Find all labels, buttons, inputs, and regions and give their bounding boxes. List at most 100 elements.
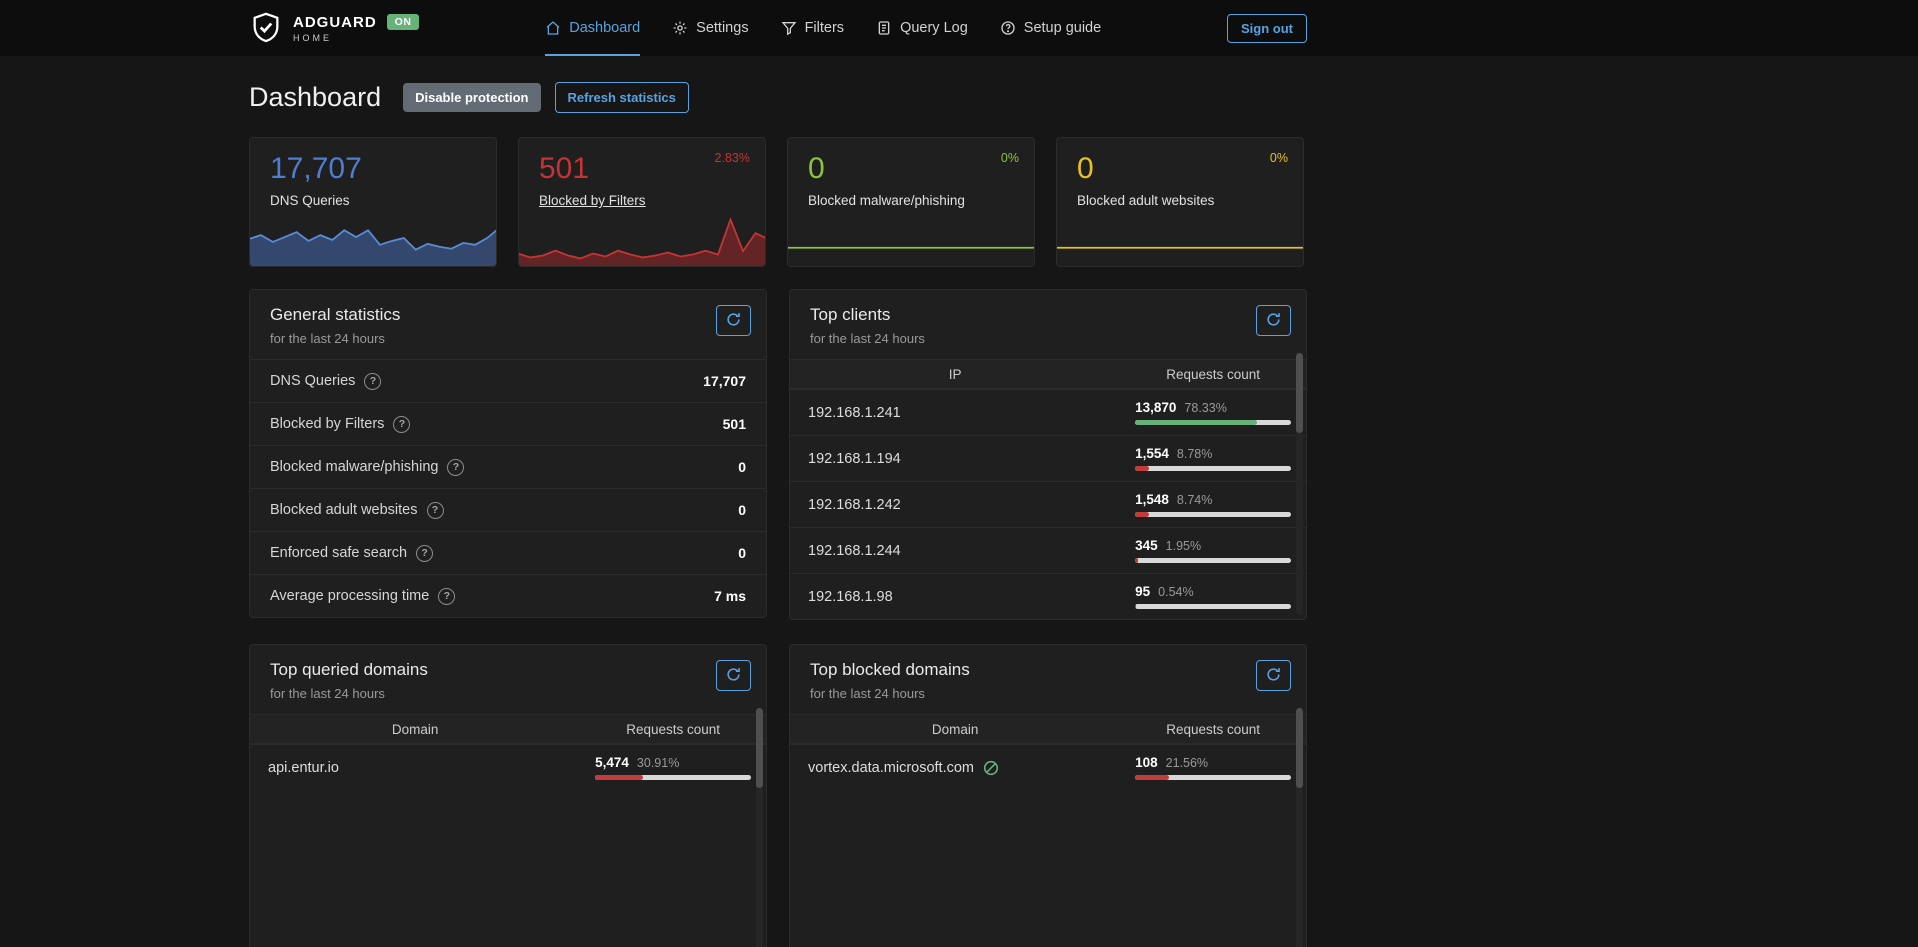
table-row: vortex.data.microsoft.com 108 21.56% (790, 744, 1306, 790)
funnel-icon (781, 20, 797, 36)
nav-dashboard[interactable]: Dashboard (545, 0, 641, 56)
stat-row-blocked-malware: Blocked malware/phishing? 0 (250, 445, 766, 488)
help-icon[interactable]: ? (416, 544, 434, 562)
nav-settings[interactable]: Settings (672, 0, 749, 56)
progress-bar (1135, 420, 1292, 425)
row-label: DNS Queries (270, 373, 356, 389)
row-label: Blocked adult websites (270, 502, 418, 518)
page-title: Dashboard (249, 82, 382, 112)
stat-percent: 0% (1000, 151, 1019, 165)
nav-label: Setup guide (1023, 20, 1102, 36)
panel-subtitle: for the last 24 hours (270, 686, 385, 701)
progress-bar (1135, 604, 1292, 609)
client-ip: 192.168.1.241 (808, 404, 901, 421)
progress-bar (1135, 558, 1292, 563)
stat-cards-row: 17,707 DNS Queries 2.83% 501 Blocked by … (249, 137, 1307, 267)
stat-value: 501 (539, 152, 590, 185)
row-label: Blocked by Filters (270, 416, 385, 432)
stat-row-safe-search: Enforced safe search? 0 (250, 531, 766, 574)
navbar: ADGUARD ON HOME Dashboard Settings (0, 0, 1918, 56)
top-queried-domains-panel: Top queried domains for the last 24 hour… (249, 644, 767, 947)
nav-setup-guide[interactable]: Setup guide (1000, 0, 1101, 56)
client-ip: 192.168.1.194 (808, 450, 901, 467)
nav-label: Filters (804, 20, 845, 36)
refresh-panel-button[interactable] (1256, 305, 1291, 336)
scrollbar-thumb[interactable] (756, 708, 763, 788)
panel-subtitle: for the last 24 hours (810, 686, 925, 701)
stat-value: 0 (808, 152, 825, 185)
scrollbar-thumb[interactable] (1296, 708, 1303, 788)
domain-cell: vortex.data.microsoft.com (790, 760, 1120, 776)
table-row: 192.168.1.98 95 0.54% (790, 573, 1306, 619)
stat-label: Blocked malware/phishing (808, 193, 965, 208)
stat-row-blocked-filters: Blocked by Filters? 501 (250, 402, 766, 445)
column-header-requests: Requests count (1166, 366, 1261, 382)
nav-query-log[interactable]: Query Log (876, 0, 968, 56)
panel-title: Top clients (810, 305, 891, 324)
refresh-panel-button[interactable] (1256, 660, 1291, 691)
row-value: 0 (738, 502, 746, 518)
scrollbar-thumb[interactable] (1296, 353, 1303, 433)
adguard-shield-logo-icon (249, 10, 283, 46)
row-label: Enforced safe search (270, 545, 408, 561)
nav-label: Dashboard (569, 20, 641, 36)
brand-title: ADGUARD (293, 13, 377, 31)
progress-bar (1135, 466, 1292, 471)
refresh-statistics-button[interactable]: Refresh statistics (554, 82, 689, 113)
help-icon[interactable]: ? (447, 458, 465, 476)
row-value: 501 (722, 416, 746, 432)
column-header-domain: Domain (391, 721, 439, 737)
unblock-domain-icon[interactable] (983, 760, 999, 776)
row-value: 0 (738, 459, 746, 475)
help-icon[interactable]: ? (426, 501, 444, 519)
table-row: 192.168.1.244 345 1.95% (790, 527, 1306, 573)
progress-bar-fill (1135, 604, 1136, 609)
general-statistics-panel: General statistics for the last 24 hours… (249, 289, 767, 618)
column-header-domain: Domain (931, 721, 979, 737)
client-ip: 192.168.1.244 (808, 542, 901, 559)
stat-row-blocked-adult: Blocked adult websites? 0 (250, 488, 766, 531)
request-percent: 8.78% (1176, 447, 1213, 461)
protection-status-badge: ON (386, 14, 420, 30)
help-icon[interactable]: ? (364, 372, 382, 390)
column-header-ip: IP (948, 366, 962, 382)
table-header: Domain Requests count (250, 714, 766, 744)
table-header: Domain Requests count (790, 714, 1306, 744)
request-count: 108 (1135, 755, 1158, 770)
scrollbar-track[interactable] (1296, 353, 1303, 615)
sign-out-button[interactable]: Sign out (1227, 13, 1307, 43)
disable-protection-button[interactable]: Disable protection (403, 83, 541, 112)
brand[interactable]: ADGUARD ON HOME (249, 10, 420, 46)
help-icon[interactable]: ? (393, 415, 411, 433)
scrollbar-track[interactable] (1296, 708, 1303, 947)
domain-cell: api.entur.io (250, 760, 580, 776)
blocked-adult-sparkline (1056, 211, 1304, 267)
request-percent: 78.33% (1184, 401, 1227, 415)
client-ip: 192.168.1.98 (808, 588, 893, 605)
refresh-panel-button[interactable] (716, 660, 751, 691)
progress-bar-fill (1135, 512, 1149, 517)
help-icon[interactable]: ? (438, 587, 456, 605)
nav-label: Settings (696, 20, 749, 36)
general-statistics-rows: DNS Queries? 17,707 Blocked by Filters? … (250, 359, 766, 617)
top-clients-panel: Top clients for the last 24 hours IP Req… (789, 289, 1307, 620)
refresh-panel-button[interactable] (716, 305, 751, 336)
blocked-by-filters-link[interactable]: Blocked by Filters (539, 193, 646, 208)
blocked-malware-sparkline (787, 211, 1035, 267)
request-count: 13,870 (1135, 400, 1177, 415)
progress-bar (1135, 512, 1292, 517)
domain-name: api.entur.io (268, 759, 339, 776)
table-header: IP Requests count (790, 359, 1306, 389)
table-row: 192.168.1.242 1,548 8.74% (790, 481, 1306, 527)
stat-card-dns-queries: 17,707 DNS Queries (249, 137, 497, 267)
row-label: Average processing time (270, 588, 430, 604)
scrollbar-track[interactable] (756, 708, 763, 947)
table-row: 192.168.1.241 13,870 78.33% (790, 389, 1306, 435)
blocked-filters-sparkline (519, 211, 765, 266)
refresh-icon (1266, 312, 1281, 330)
panel-title: Top queried domains (270, 660, 428, 679)
panel-title: General statistics (270, 305, 401, 324)
stat-label: Blocked adult websites (1077, 193, 1215, 208)
nav-filters[interactable]: Filters (781, 0, 844, 56)
progress-bar (1135, 775, 1292, 780)
